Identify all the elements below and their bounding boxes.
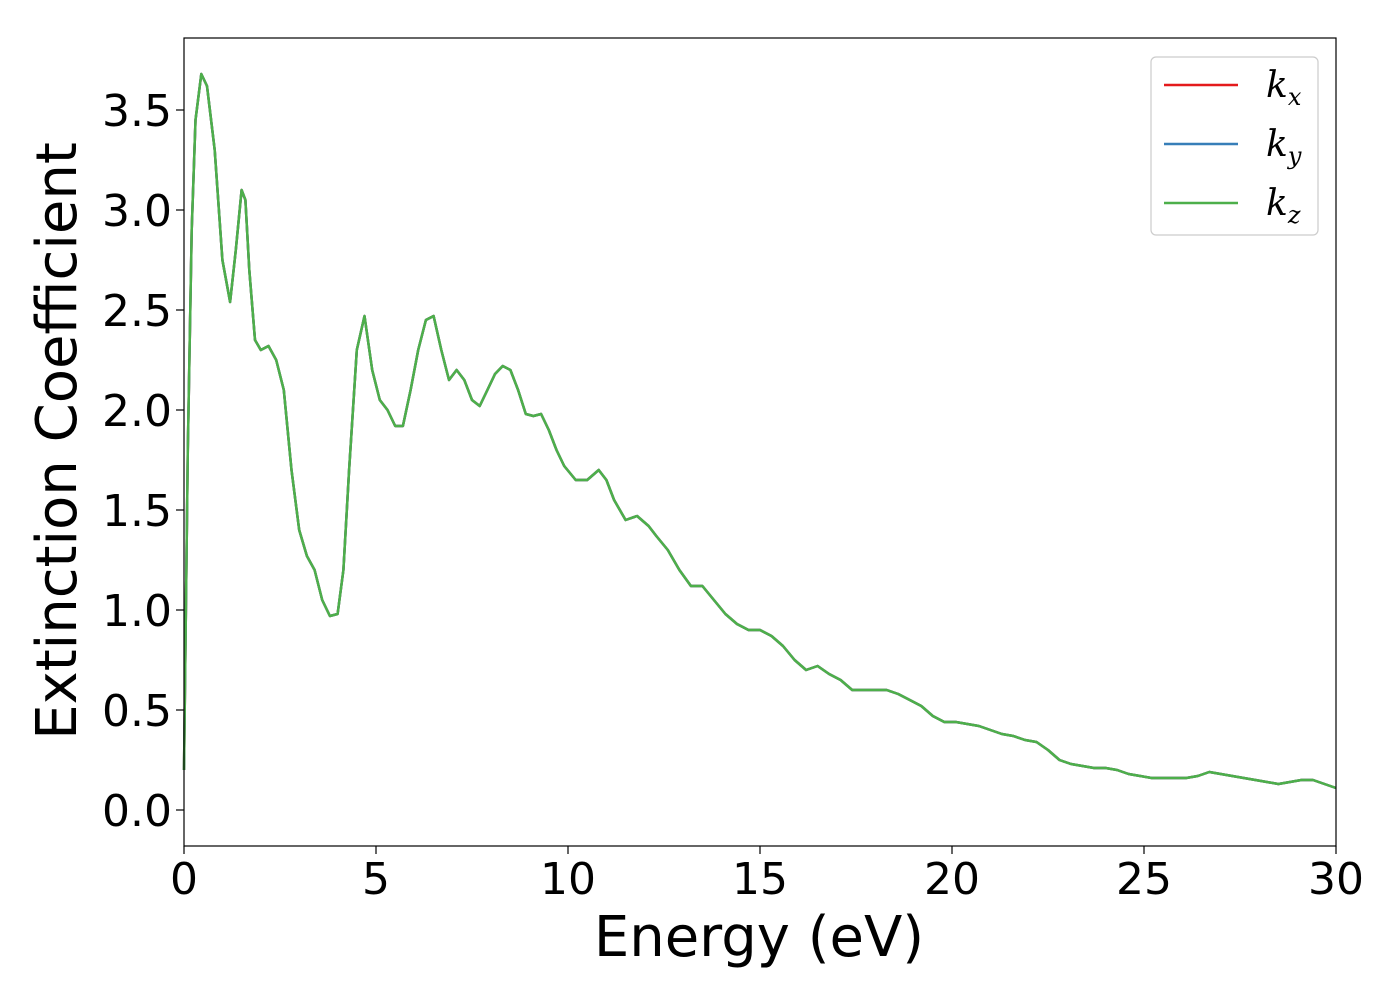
y-tick-label: 0.5: [102, 686, 172, 737]
y-tick-label: 1.0: [102, 586, 172, 637]
x-tick-label: 30: [1308, 854, 1364, 905]
x-tick-label: 25: [1116, 854, 1172, 905]
x-tick-label: 15: [732, 854, 788, 905]
legend-label: kx: [1266, 65, 1302, 111]
legend-item-k-z: kz: [1164, 183, 1301, 229]
x-axis-ticks: 0 5 10 15 20 25 30: [170, 846, 1364, 905]
y-tick-label: 3.5: [102, 86, 172, 137]
legend-item-k-y: ky: [1164, 124, 1302, 170]
legend-item-k-x: kx: [1164, 65, 1302, 111]
y-tick-label: 2.5: [102, 286, 172, 337]
x-tick-label: 0: [170, 854, 198, 905]
legend-label: kz: [1266, 183, 1301, 229]
legend-items: kx ky kz: [1164, 65, 1302, 229]
series-line-k-z: [182, 72, 1337, 790]
legend: kx ky kz: [1150, 56, 1319, 236]
plot-frame: [183, 37, 1337, 847]
y-tick-label: 0.0: [102, 786, 172, 837]
y-tick-label: 1.5: [102, 486, 172, 537]
series-lines: [182, 72, 1337, 790]
legend-frame: [1150, 56, 1319, 236]
x-axis-label: Energy (eV): [594, 905, 924, 970]
y-axis-label: Extinction Coefficient: [25, 142, 90, 740]
y-axis-ticks: 0.0 0.5 1.0 1.5 2.0 2.5 3.0 3.5: [102, 86, 184, 837]
y-tick-label: 2.0: [102, 386, 172, 437]
x-tick-label: 10: [540, 854, 596, 905]
x-tick-label: 5: [362, 854, 390, 905]
y-tick-label: 3.0: [102, 186, 172, 237]
legend-label: ky: [1266, 124, 1302, 170]
x-tick-label: 20: [924, 854, 980, 905]
